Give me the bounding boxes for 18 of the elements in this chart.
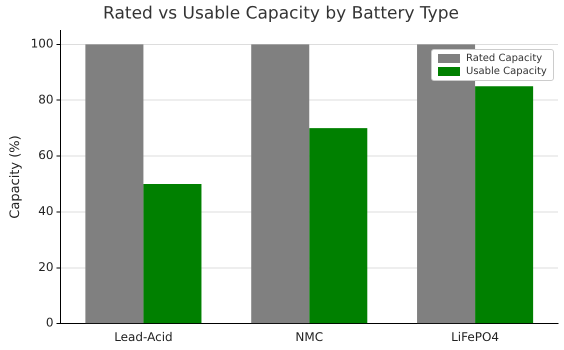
x-tick-label: Lead-Acid [114, 330, 173, 344]
y-tick-label: 40 [38, 204, 54, 218]
bar [309, 128, 368, 324]
x-tick-label: NMC [295, 330, 324, 344]
x-tick-label: LiFePO4 [451, 330, 500, 344]
y-tick-label: 60 [38, 148, 54, 162]
y-tick-label: 0 [46, 316, 54, 330]
legend-label: Usable Capacity [466, 65, 547, 78]
bar [475, 86, 534, 324]
bar [143, 184, 202, 324]
legend-label: Rated Capacity [466, 52, 542, 66]
chart-title: Rated vs Usable Capacity by Battery Type [103, 4, 459, 24]
y-tick-label: 100 [30, 36, 54, 50]
bar [85, 44, 144, 324]
y-tick-label: 20 [38, 260, 54, 274]
y-axis-title: Capacity (%) [8, 135, 24, 219]
y-tick-label: 80 [38, 92, 54, 106]
bar [251, 44, 310, 324]
